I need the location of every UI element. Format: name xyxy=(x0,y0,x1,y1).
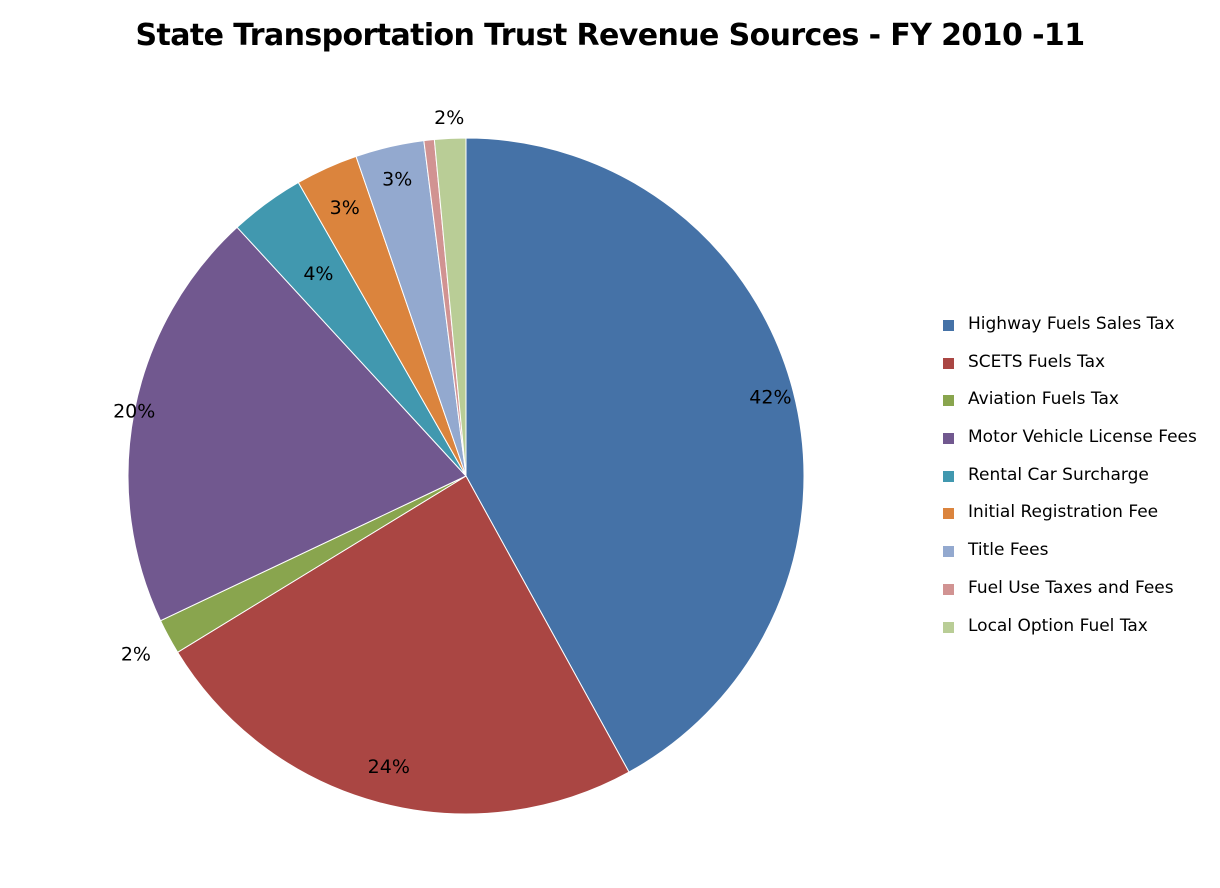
legend-item: Rental Car Surcharge xyxy=(940,464,1215,502)
legend-label: Initial Registration Fee xyxy=(968,502,1159,523)
pie-slice-scets-fuels-tax xyxy=(176,475,630,815)
legend-swatch xyxy=(943,621,954,633)
legend-swatch xyxy=(943,320,954,331)
legend-label: Motor Vehicle License Fees xyxy=(968,427,1197,448)
legend-label: Rental Car Surcharge xyxy=(968,464,1149,485)
legend-item: Aviation Fuels Tax xyxy=(940,388,1215,426)
legend-swatch xyxy=(943,395,954,407)
legend-swatch xyxy=(943,357,954,369)
legend-label: SCETS Fuels Tax xyxy=(968,351,1106,372)
legend-item: SCETS Fuels Tax xyxy=(940,351,1215,389)
chart-legend: Highway Fuels Sales Tax SCETS Fuels Tax Av… xyxy=(940,313,1215,652)
legend-item: Highway Fuels Sales Tax xyxy=(940,313,1215,351)
data-label: 2% xyxy=(434,107,464,129)
legend-item: Title Fees xyxy=(940,539,1215,577)
data-label: 4% xyxy=(303,263,333,285)
legend-swatch xyxy=(943,470,954,482)
legend-swatch xyxy=(943,508,954,520)
legend-label: Aviation Fuels Tax xyxy=(968,389,1119,410)
legend-item: Local Option Fuel Tax xyxy=(940,615,1215,653)
data-label: 2% xyxy=(121,643,151,665)
legend-item: Motor Vehicle License Fees xyxy=(940,426,1215,464)
legend-swatch xyxy=(943,433,954,445)
legend-swatch xyxy=(943,583,954,595)
pie-slice-motor-vehicle-license-fees xyxy=(127,226,467,622)
legend-item: Initial Registration Fee xyxy=(940,501,1215,539)
legend-label: Highway Fuels Sales Tax xyxy=(968,314,1175,334)
pie-slices xyxy=(127,137,805,815)
data-label: 24% xyxy=(368,756,410,778)
pie-slice-local-option-fuel-tax xyxy=(433,137,467,477)
legend-label: Title Fees xyxy=(968,540,1049,561)
data-label: 42% xyxy=(749,387,791,409)
legend-item: Fuel Use Taxes and Fees xyxy=(940,577,1215,615)
legend-swatch xyxy=(943,546,954,558)
chart-title: State Transportation Trust Revenue Sourc… xyxy=(135,18,1086,53)
legend-label: Local Option Fuel Tax xyxy=(968,615,1148,636)
data-label: 3% xyxy=(330,197,360,219)
data-label: 3% xyxy=(382,169,412,191)
pie-data-labels: 42% 24% 2% 20% 4% 3% 3% 2% xyxy=(113,107,791,778)
pie-slice-highway-fuels-sales-tax xyxy=(465,137,805,773)
data-label: 20% xyxy=(113,400,155,422)
legend-label: Fuel Use Taxes and Fees xyxy=(968,577,1174,598)
